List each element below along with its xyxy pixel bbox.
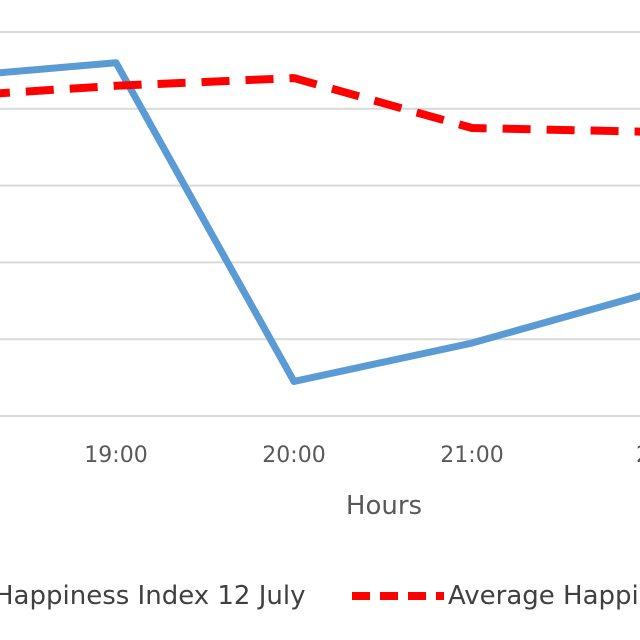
- x-tick-label: 20:00: [262, 443, 325, 468]
- legend-item-average-happiness: Average Happin: [352, 581, 640, 611]
- series-line-happiness-index: [0, 59, 640, 385]
- legend-label-average-happiness: Average Happin: [448, 581, 640, 611]
- series-line-average-happiness: [0, 74, 640, 136]
- x-tick-labels: 19:00 20:00 21:00 22: [84, 443, 640, 468]
- x-tick-label: 19:00: [84, 443, 147, 468]
- x-axis-title: Hours: [346, 491, 422, 521]
- legend: Happiness Index 12 July Average Happin: [0, 581, 640, 611]
- legend-item-happiness-index: Happiness Index 12 July: [0, 581, 306, 611]
- gridlines: [0, 31, 640, 417]
- legend-label-happiness-index: Happiness Index 12 July: [0, 581, 306, 611]
- x-tick-label: 21:00: [440, 443, 503, 468]
- x-tick-label: 22: [636, 443, 640, 468]
- series-layer: [0, 59, 640, 385]
